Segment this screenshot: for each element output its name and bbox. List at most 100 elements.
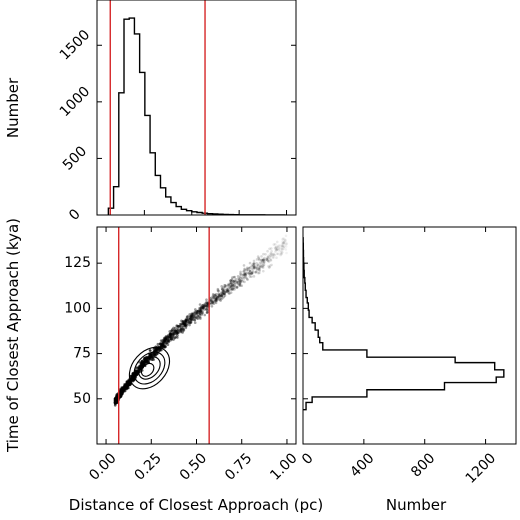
scatter-point (248, 270, 252, 273)
scatter-point (239, 273, 243, 276)
scatter-point (184, 319, 188, 323)
scatter-point (201, 309, 204, 313)
scatter-point (243, 273, 247, 276)
scatter-point (252, 266, 256, 269)
scatter-point (239, 280, 242, 284)
scatter-point (206, 306, 209, 310)
scatter-point (182, 328, 186, 331)
scatter-point (253, 262, 256, 266)
scatter-point (262, 252, 265, 256)
scatter-point (210, 305, 214, 308)
scatter-point (262, 260, 266, 264)
scatter-point (222, 292, 226, 296)
scatter-point (269, 254, 273, 258)
scatter-ylabel: Time of Closest Approach (kya) (4, 218, 22, 453)
scatter-point (247, 266, 250, 270)
scatter-point (270, 263, 274, 267)
scatter-point (184, 319, 187, 322)
scatter-point (281, 248, 284, 251)
scatter-point (283, 237, 286, 241)
scatter-point (171, 333, 174, 337)
scatter-point (183, 321, 186, 325)
scatter-point (168, 335, 171, 338)
scatter-point (218, 297, 221, 300)
scatter-point (255, 258, 259, 261)
scatter-point (183, 324, 187, 327)
scatter-point (279, 251, 283, 255)
scatter-point (173, 336, 176, 340)
scatter-point (201, 304, 204, 307)
scatter-point (171, 335, 174, 339)
scatter-point (258, 262, 261, 265)
scatter-point (250, 264, 254, 268)
scatter-point (216, 289, 220, 292)
scatter-point (127, 382, 131, 386)
scatter-point (214, 298, 218, 301)
scatter-point (240, 276, 244, 280)
scatter-point (167, 338, 170, 342)
scatter-point (196, 309, 200, 313)
scatter-point (285, 242, 289, 245)
scatter-point (220, 294, 224, 298)
scatter-point (269, 254, 272, 258)
scatter-point (269, 258, 272, 262)
scatter-point (251, 264, 255, 268)
scatter-point (189, 321, 193, 324)
scatter-point (196, 309, 200, 313)
scatter-point (190, 317, 194, 320)
scatter-point (276, 245, 280, 249)
scatter-point (263, 261, 266, 264)
scatter-point (248, 275, 252, 278)
scatter-point (220, 291, 223, 294)
scatter-point (231, 279, 234, 282)
scatter-point (282, 245, 286, 248)
scatter-point (251, 270, 254, 274)
scatter-point (214, 299, 218, 303)
scatter-point (226, 290, 229, 293)
scatter-point (170, 329, 174, 332)
scatter-point (220, 294, 224, 297)
scatter-point (165, 341, 169, 345)
hist-time-xlabel: Number (386, 496, 447, 514)
scatter-point (216, 295, 220, 299)
scatter-point (245, 277, 249, 281)
scatter-point (193, 313, 197, 317)
scatter-point (221, 296, 224, 300)
scatter-point (229, 287, 232, 290)
hist-distance-ytick-label: 0 (66, 206, 84, 224)
scatter-point (178, 322, 182, 326)
scatter-point (197, 311, 201, 314)
scatter-point (136, 372, 139, 376)
scatter-point (174, 335, 178, 339)
scatter-point (178, 325, 182, 328)
scatter-point (164, 338, 167, 342)
scatter-point (262, 263, 266, 267)
scatter-point (195, 310, 199, 313)
scatter-point (238, 275, 242, 278)
scatter-point (254, 271, 257, 274)
scatter-point (232, 279, 236, 283)
scatter-point (196, 314, 200, 318)
scatter-point (223, 291, 227, 294)
scatter-point (205, 298, 208, 302)
scatter-point (257, 267, 261, 270)
scatter-point (149, 349, 152, 352)
scatter-point (218, 294, 222, 298)
scatter-point (205, 300, 208, 304)
scatter-point (271, 253, 274, 256)
scatter-point (135, 369, 138, 373)
scatter-point (184, 324, 187, 327)
hist-distance-ytick-label: 1000 (57, 84, 94, 121)
scatter-point (162, 338, 166, 342)
scatter-point (262, 258, 266, 262)
scatter-point (182, 324, 186, 328)
scatter-point (194, 308, 197, 311)
scatter-point (204, 307, 208, 311)
scatter-point (233, 288, 236, 291)
scatter-point (176, 336, 179, 339)
scatter-point (183, 322, 186, 325)
scatter-point (221, 290, 225, 293)
scatter-point (218, 298, 221, 302)
scatter-point (223, 285, 227, 289)
